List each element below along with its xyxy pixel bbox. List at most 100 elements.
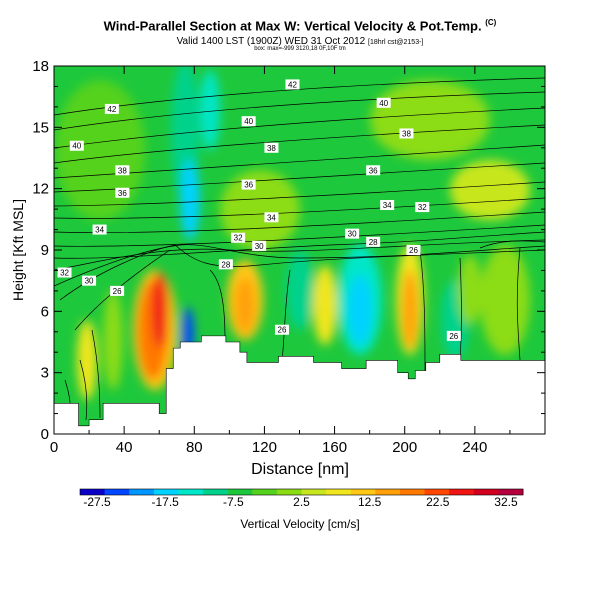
- contour-left-b: [79, 359, 88, 421]
- y-axis-label: Height [Kft MSL]: [10, 199, 26, 301]
- contour-label-text: 36: [244, 181, 253, 190]
- updraft-small-yellow: [77, 320, 97, 400]
- valid-time-suffix: [18hrl cst@2153-]: [368, 39, 424, 46]
- updraft-small-lime: [103, 290, 123, 390]
- downdraft-core: [348, 275, 372, 345]
- y-tick-label: 0: [41, 426, 49, 443]
- contour-label: 34: [92, 224, 107, 235]
- x-axis: 0 40 80 120 160 200 240: [50, 66, 511, 456]
- contour-label: 34: [380, 200, 395, 211]
- cell-lime-mid: [220, 170, 300, 250]
- x-tick-label: 200: [392, 439, 417, 456]
- contour-label-text: 36: [118, 189, 127, 198]
- colorbar-tick-label: -17.5: [152, 495, 180, 509]
- sub-info-line: box: max=-999 3120,18 0F,10F tm: [254, 46, 346, 52]
- contour-label-bg: [446, 330, 461, 341]
- colorbar-tick-label: -27.5: [83, 495, 111, 509]
- colorbar-swatch: [449, 489, 475, 495]
- velocity-shading: [55, 66, 530, 400]
- colorbar-swatch: [276, 489, 302, 495]
- contour-label-bg: [218, 259, 233, 270]
- colorbar-tick-label: 32.5: [494, 495, 518, 509]
- contour-label: 40: [69, 140, 84, 151]
- contour-label-text: 32: [60, 268, 69, 277]
- contour-label-bg: [252, 240, 267, 251]
- colorbar-swatch: [399, 489, 426, 495]
- y-tick-label: 6: [41, 303, 49, 320]
- copyright-mark: (C): [485, 18, 497, 27]
- colorbar-swatch: [227, 489, 253, 495]
- colorbar-swatch: [375, 489, 401, 495]
- y-tick-label: 3: [41, 365, 49, 382]
- contour-label: 26: [274, 324, 289, 335]
- colorbar: -27.5 -17.5 -7.5 2.5 12.5 22.5 32.5: [79, 488, 524, 509]
- contour-label: 42: [104, 103, 119, 114]
- contour-label-text: 26: [409, 246, 418, 255]
- contour-label-bg: [110, 285, 125, 296]
- downdraft-left: [286, 250, 314, 330]
- contour-label-text: 34: [95, 226, 104, 235]
- colorbar-swatch: [350, 489, 376, 495]
- contour-label-text: 38: [402, 129, 411, 138]
- contour-label-text: 30: [255, 242, 264, 251]
- contour-label: 36: [241, 179, 256, 190]
- colorbar-swatch: [424, 489, 450, 495]
- contour-label-bg: [406, 245, 421, 255]
- contour-label-text: 32: [418, 203, 427, 212]
- cell-lime-right: [480, 245, 530, 355]
- contour-right-a: [419, 249, 426, 373]
- y-tick-label: 18: [32, 58, 49, 75]
- y-tick-label: 12: [32, 181, 49, 198]
- contour-label-bg: [82, 275, 97, 286]
- contour-label-bg: [380, 200, 395, 211]
- contour-label-bg: [115, 165, 130, 176]
- contour-label: 34: [264, 212, 279, 223]
- contour-label: 32: [57, 267, 72, 278]
- contour-label-text: 40: [244, 117, 253, 126]
- contour-right-d: [516, 247, 521, 361]
- contour-label-bg: [69, 140, 84, 151]
- cell-green-upper: [55, 80, 145, 220]
- colorbar-swatch: [104, 489, 130, 495]
- contour-label-bg: [57, 267, 72, 278]
- x-axis-label: Distance [nm]: [251, 461, 349, 478]
- contour-label-text: 26: [449, 332, 458, 341]
- contour-label: 28: [366, 236, 381, 247]
- contour-label-text: 26: [113, 287, 122, 296]
- contour-label-text: 30: [348, 230, 357, 239]
- isentrope-12: [54, 239, 545, 271]
- colorbar-swatch: [301, 489, 327, 495]
- contour-label-text: 28: [221, 260, 230, 269]
- contour-label-bg: [231, 232, 246, 243]
- contour-labels: 42 42 40 40 40 38 38 38 36 36 36 34 34 34 32 32 30 30 28 32…: [57, 79, 461, 341]
- updraft-yellow-small: [313, 265, 337, 345]
- contour-label-text: 42: [288, 80, 297, 89]
- contour-label-bg: [366, 236, 381, 247]
- contour-right-c: [479, 240, 545, 249]
- contour-label: 30: [252, 240, 267, 251]
- contour-label-bg: [241, 116, 256, 127]
- cell-cyan-core: [180, 160, 200, 240]
- colorbar-swatch: [498, 489, 524, 495]
- x-tick-label: 0: [50, 439, 58, 456]
- contour-label-bg: [415, 202, 430, 213]
- colorbar-swatch: [80, 489, 106, 495]
- x-tick-label: 160: [322, 439, 347, 456]
- contour-label-text: 42: [107, 105, 116, 114]
- contour-label-text: 34: [383, 201, 392, 210]
- velocity-field: 42 42 40 40 40 38 38 38 36 36 36 34 34 34 32 32 30 30 28 32…: [54, 66, 545, 434]
- colorbar-swatch: [203, 489, 229, 495]
- contour-label-bg: [92, 224, 107, 235]
- isentrope-13: [54, 244, 545, 287]
- contour-label-text: 36: [369, 166, 378, 175]
- contour-label: 26: [110, 285, 125, 296]
- contour-label-bg: [399, 128, 414, 139]
- contour-label-text: 26: [278, 326, 287, 335]
- contour-label-text: 40: [379, 99, 388, 108]
- colorbar-tick-label: 22.5: [426, 495, 450, 509]
- contour-left-a: [91, 329, 101, 419]
- colorbar-tick-label: 12.5: [358, 495, 382, 509]
- contour-label-bg: [241, 179, 256, 190]
- contour-label: 26: [446, 330, 461, 341]
